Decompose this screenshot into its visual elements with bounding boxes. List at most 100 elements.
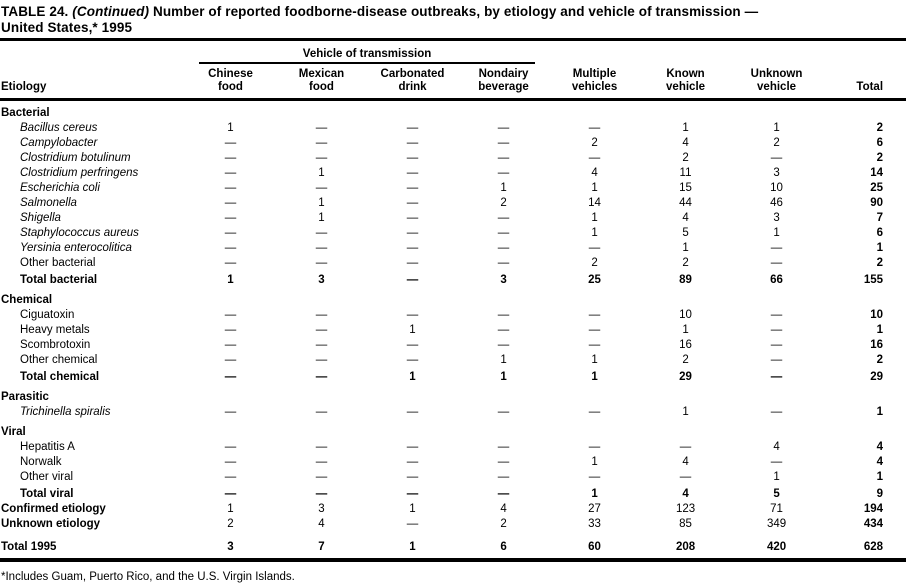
cell-value: 1 [876,471,884,483]
cell-value: — [315,137,328,149]
cell-value: — [497,471,510,483]
cell-value: — [224,212,237,224]
cell-value: 434 [863,518,884,530]
cell-value: 15 [679,182,692,194]
cell-value: 3 [773,167,780,179]
column-header-line: food [218,81,243,93]
cell-value: — [406,182,419,194]
cell-value: 46 [770,197,783,209]
title-text-line2: United States,* 1995 [1,20,133,35]
cell-value: 25 [588,274,601,286]
etiology-label: Unknown etiology [1,518,101,530]
column-header-line: Chinese [208,68,253,80]
cell-value: — [224,456,237,468]
cell-value: — [588,122,601,134]
cell-value: 1 [409,324,416,336]
etiology-label: Viral [1,426,26,438]
cell-value: 4 [682,488,689,500]
cell-value: 4 [876,456,884,468]
column-header-mexican-food: Mexican food [276,65,367,101]
column-header-line: Multiple [572,68,617,80]
table-row: Unknown etiology 2 4 — 2 33 85 349 434 [0,517,906,532]
cell-value: — [770,257,783,269]
cell-value: — [770,354,783,366]
etiology-label: Bacillus cereus [20,122,98,134]
cell-value: — [406,122,419,134]
table-row: Salmonella — 1 — 2 14 44 46 90 [0,196,906,211]
cell-value: 4 [876,441,884,453]
cell-value: 5 [682,227,689,239]
column-header-row: Etiology Chinese food Mexican food Carbo… [0,65,906,101]
etiology-label: Yersinia enterocolitica [20,242,132,254]
column-header-line: Mexican [298,68,345,80]
cell-value: 420 [731,532,823,562]
cell-value: — [315,324,328,336]
etiology-label: Escherichia coli [20,182,100,194]
column-header-line: drink [398,81,427,93]
cell-value: — [224,471,237,483]
cell-value: — [497,167,510,179]
cell-value: 33 [588,518,601,530]
cell-value: 6 [876,137,884,149]
cell-value: 2 [876,354,884,366]
cell-value: 1 [318,212,325,224]
table-row: Bacillus cereus 1 — — — — 1 1 2 [0,121,906,136]
cell-value: 2 [682,354,689,366]
etiology-label: Total chemical [20,371,100,383]
cell-value: 155 [863,274,884,286]
cell-value: — [406,339,419,351]
cell-value: — [315,182,328,194]
column-header-line: Known [666,68,705,80]
cell-value: — [406,354,419,366]
cell-value: — [406,406,419,418]
cell-value: — [224,197,237,209]
cell-value: — [770,406,783,418]
table-row: Escherichia coli — — — 1 1 15 10 25 [0,181,906,196]
cell-value: 27 [588,503,601,515]
cell-value: 2 [876,152,884,164]
table-header: Vehicle of transmission Etiology Chinese… [0,46,906,101]
cell-value: 25 [870,182,884,194]
cell-value: 1 [876,406,884,418]
cell-value: — [588,309,601,321]
cell-value: 628 [822,532,906,562]
cell-value: 7 [276,532,367,562]
column-header-line: Carbonated [380,68,445,80]
cell-value: — [770,152,783,164]
table-row: Confirmed etiology 1 3 1 4 27 123 71 194 [0,502,906,517]
cell-value: 6 [458,532,550,562]
cell-value: — [770,324,783,336]
cell-value: — [588,242,601,254]
cell-value: 2 [591,257,598,269]
etiology-label: Total 1995 [0,532,185,562]
cell-value: — [497,227,510,239]
cell-value: 16 [679,339,692,351]
cell-value: 1 [591,182,598,194]
cell-value: 4 [318,518,325,530]
cell-value: — [315,122,328,134]
cell-value: 5 [773,488,780,500]
cell-value: 1 [591,227,598,239]
cell-value: 1 [318,167,325,179]
section-header-row: Bacterial [0,100,906,122]
cell-value: — [497,309,510,321]
table-row: Shigella — 1 — — 1 4 3 7 [0,211,906,226]
cell-value: 14 [588,197,601,209]
cell-value: — [406,152,419,164]
cell-value: — [497,324,510,336]
column-header-line: Nondairy [478,68,529,80]
table-row: Yersinia enterocolitica — — — — — 1 — 1 [0,241,906,256]
cell-value: 2 [591,137,598,149]
etiology-label: Chemical [1,294,53,306]
cell-value: — [406,471,419,483]
cell-value: 2 [500,518,507,530]
cell-value: 10 [870,309,884,321]
cell-value: — [315,441,328,453]
cell-value: — [497,242,510,254]
column-header-line: beverage [478,81,529,93]
cell-value: 1 [409,371,416,383]
cell-value: — [224,339,237,351]
cell-value: — [406,197,419,209]
section-header-row: Chemical [0,288,906,308]
cell-value: — [315,371,328,383]
